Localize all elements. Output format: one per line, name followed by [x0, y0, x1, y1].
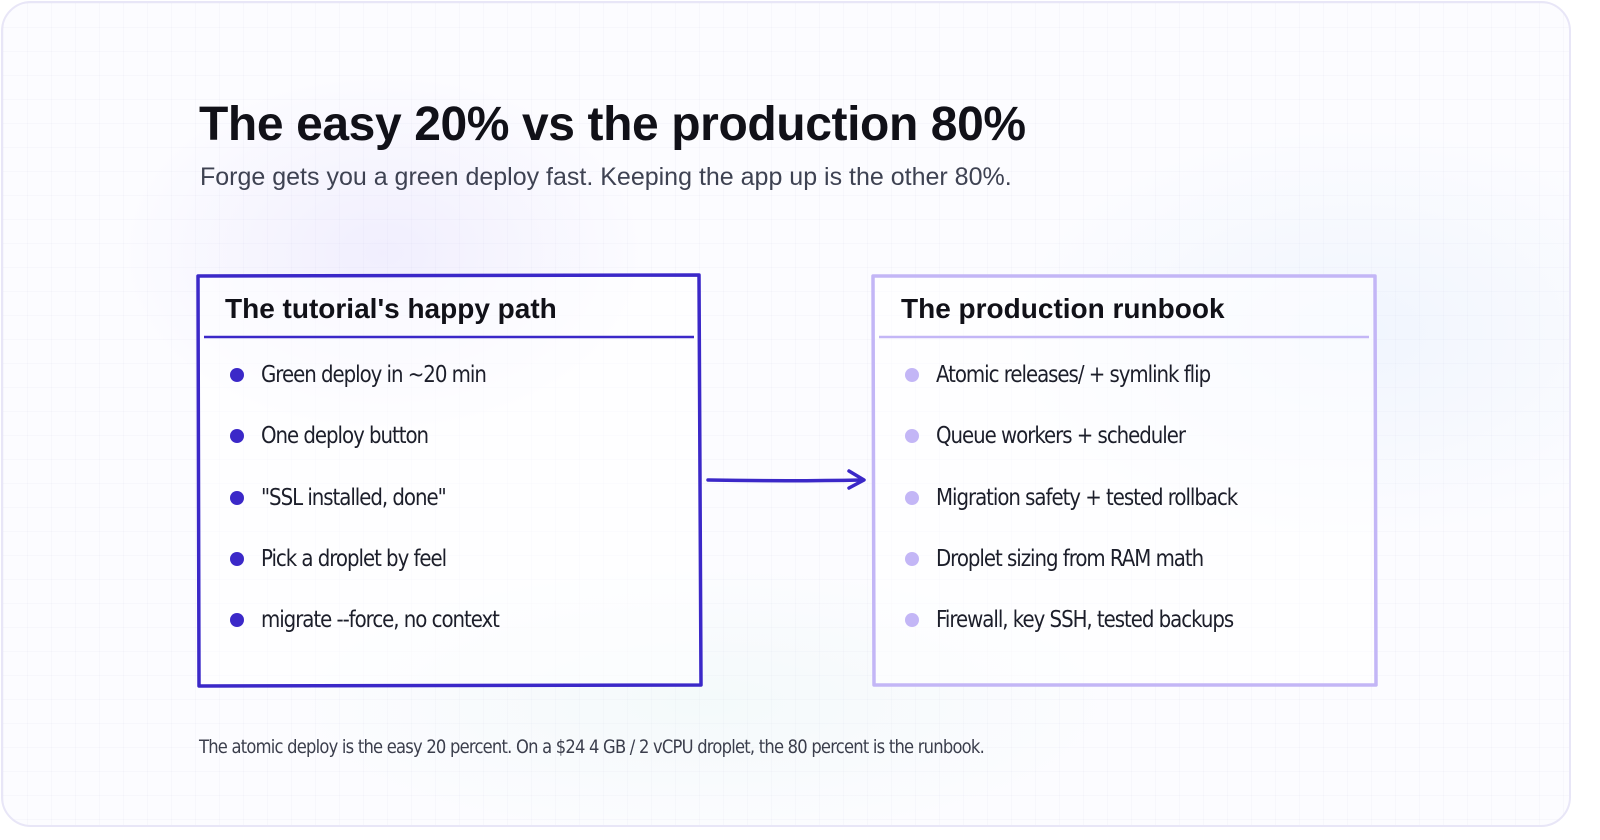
happy-path-item-text: Green deploy in ~20 min: [261, 362, 486, 389]
happy-path-item-text: "SSL installed, done": [261, 485, 446, 512]
production-runbook-box-frame: [871, 274, 1378, 687]
happy-path-box: The tutorial's happy path Green deploy i…: [196, 273, 703, 688]
production-runbook-title: The production runbook: [901, 293, 1225, 324]
page-subtitle: Forge gets you a green deploy fast. Keep…: [200, 163, 1012, 191]
bullet-icon: [230, 429, 244, 443]
production-runbook-item: Migration safety + tested rollback: [905, 485, 1240, 512]
production-runbook-item-text: Migration safety + tested rollback: [936, 485, 1239, 512]
diagram-card: The easy 20% vs the production 80% Forge…: [1, 1, 1571, 827]
production-runbook-item-text: Queue workers + scheduler: [936, 423, 1186, 450]
happy-path-item-text: One deploy button: [261, 423, 428, 450]
production-runbook-box: The production runbook Atomic releases/ …: [871, 274, 1378, 687]
bullet-icon: [230, 491, 244, 505]
happy-path-item: Pick a droplet by feel: [230, 546, 447, 573]
bullet-icon: [905, 491, 919, 505]
production-runbook-item-text: Droplet sizing from RAM math: [936, 546, 1203, 573]
bullet-icon: [905, 613, 919, 627]
happy-path-item: One deploy button: [230, 423, 429, 450]
arrow-icon: [706, 469, 866, 490]
happy-path-item-text: migrate --force, no context: [261, 607, 500, 634]
happy-path-item: migrate --force, no context: [230, 607, 501, 634]
page-title: The easy 20% vs the production 80%: [199, 98, 1026, 151]
happy-path-title: The tutorial's happy path: [225, 293, 557, 324]
footer-caption: The atomic deploy is the easy 20 percent…: [199, 736, 985, 758]
production-runbook-item: Droplet sizing from RAM math: [905, 546, 1204, 573]
bullet-icon: [905, 429, 919, 443]
bullet-icon: [230, 613, 244, 627]
happy-path-item: "SSL installed, done": [230, 485, 447, 512]
happy-path-box-frame: [196, 273, 703, 688]
production-runbook-item: Atomic releases/ + symlink flip: [905, 362, 1212, 389]
bullet-icon: [230, 368, 244, 382]
happy-path-item-text: Pick a droplet by feel: [261, 546, 446, 573]
production-runbook-item-text: Atomic releases/ + symlink flip: [936, 362, 1211, 389]
bullet-icon: [905, 368, 919, 382]
bullet-icon: [905, 552, 919, 566]
production-runbook-item: Queue workers + scheduler: [905, 423, 1187, 450]
production-runbook-item: Firewall, key SSH, tested backups: [905, 607, 1235, 634]
comparison-diagram: The tutorial's happy path Green deploy i…: [196, 273, 1378, 688]
happy-path-item: Green deploy in ~20 min: [230, 362, 487, 389]
bullet-icon: [230, 552, 244, 566]
production-runbook-item-text: Firewall, key SSH, tested backups: [936, 607, 1234, 634]
